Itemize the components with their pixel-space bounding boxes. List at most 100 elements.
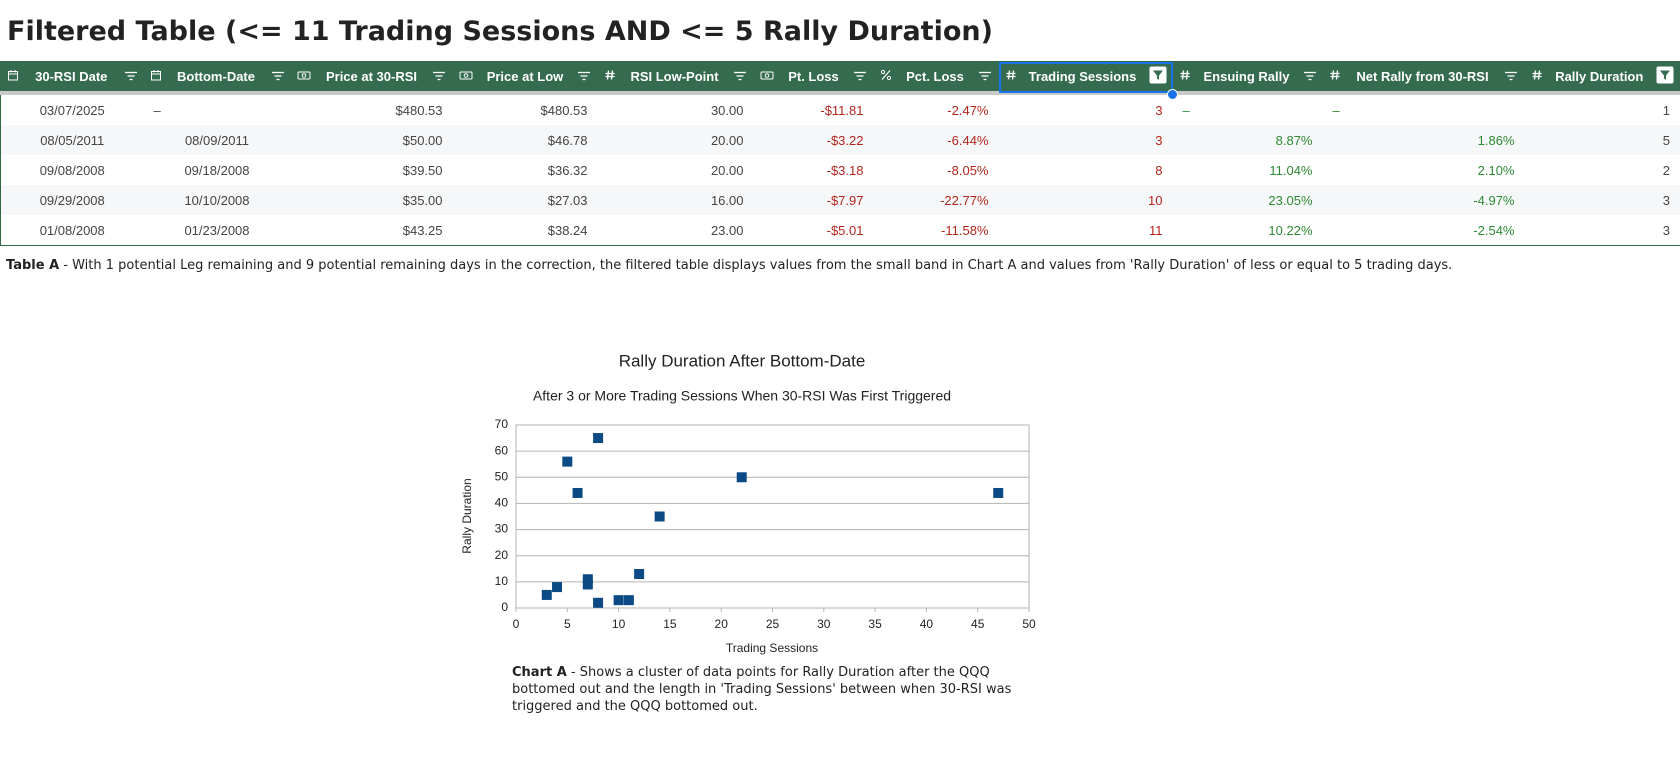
- table-cell: $50.00: [290, 125, 453, 155]
- column-header: Rally Duration: [1524, 61, 1680, 95]
- scatter-point: [993, 487, 1004, 498]
- header-content: Rally Duration: [1531, 66, 1675, 87]
- column-header: Net Rally from 30-RSI: [1322, 61, 1525, 95]
- header-row: 30-RSI Date Bottom-Date Price at 30-RSI Pri…: [0, 61, 1680, 100]
- column-type-icon: [297, 69, 311, 84]
- x-axis-label: Trading Sessions: [726, 641, 818, 655]
- filter-active-button[interactable]: [1149, 66, 1167, 87]
- x-tick-label: 0: [513, 617, 520, 631]
- scatter-point: [623, 595, 634, 606]
- table-row: 09/29/2008 10/10/2008 $35.00 $27.03 16.00 -$7…: [0, 185, 1680, 215]
- filter-button[interactable]: [124, 69, 138, 84]
- column-label: RSI Low-Point: [630, 69, 719, 84]
- table-cell: -6.44%: [873, 125, 999, 155]
- chart-title: Rally Duration After Bottom-Date: [619, 351, 866, 370]
- filter-button[interactable]: [1303, 69, 1317, 84]
- table-cell: $36.32: [547, 162, 588, 178]
- column-header: RSI Low-Point: [597, 61, 754, 95]
- column-type-icon: [1531, 69, 1543, 84]
- column-header: Trading Sessions: [998, 61, 1178, 100]
- table-row: 08/05/2011 08/09/2011 $50.00 $46.78 20.00 -$3…: [0, 125, 1680, 155]
- column-type-icon: [760, 69, 774, 84]
- scatter-point: [593, 597, 604, 608]
- x-tick-label: 45: [971, 617, 985, 631]
- x-tick-label: 15: [663, 617, 677, 631]
- table-cell: 09/08/2008: [39, 162, 105, 178]
- column-type-icon: [880, 69, 892, 84]
- table-cell: -$3.18: [826, 162, 864, 178]
- column-header: Price at Low: [452, 61, 598, 95]
- table-cell: 01/23/2008: [184, 222, 250, 238]
- header-content: Trading Sessions: [1005, 66, 1167, 87]
- column-type-icon: [604, 69, 616, 84]
- table-cell: 08/05/2011: [0, 125, 144, 155]
- table-cell: 23.00: [710, 222, 744, 238]
- header-content: 30-RSI Date: [7, 69, 138, 84]
- header-content: Net Rally from 30-RSI: [1329, 69, 1519, 84]
- scatter-point: [552, 582, 563, 593]
- header-content: RSI Low-Point: [604, 69, 748, 84]
- table-cell: –: [1332, 102, 1340, 118]
- table-cell: 11.04%: [1269, 162, 1313, 178]
- filter-active-button[interactable]: [1656, 66, 1674, 87]
- table-cell: $35.00: [290, 185, 453, 215]
- filter-button[interactable]: [733, 69, 747, 84]
- table-cell: -$3.22: [753, 125, 874, 155]
- table-cell: 20.00: [710, 162, 744, 178]
- table-cell: 2.10%: [1477, 162, 1515, 178]
- x-tick-label: 5: [564, 617, 571, 631]
- table-cell: 09/18/2008: [184, 162, 250, 178]
- x-tick-label: 50: [1022, 617, 1036, 631]
- page-title: Filtered Table (<= 11 Trading Sessions A…: [7, 16, 993, 47]
- scatter-point: [593, 433, 604, 444]
- table-cell: -8.05%: [947, 162, 989, 178]
- table-cell: -$5.01: [826, 222, 864, 238]
- y-axis-label: Rally Duration: [460, 478, 474, 553]
- table-cell: 3: [998, 125, 1173, 155]
- table-cell: $480.53: [540, 102, 588, 118]
- table-cell: 2: [1662, 162, 1670, 178]
- column-header: Pct. Loss: [873, 61, 999, 95]
- column-type-icon: [1005, 69, 1017, 84]
- column-label: Trading Sessions: [1028, 69, 1137, 84]
- filter-button[interactable]: [853, 69, 867, 84]
- scatter-point: [654, 511, 665, 522]
- table-cell: 1.86%: [1322, 125, 1525, 155]
- filter-button[interactable]: [978, 69, 992, 84]
- y-tick-label: 20: [495, 548, 509, 562]
- scatter-point: [613, 595, 624, 606]
- table-cell: 3: [1662, 222, 1670, 238]
- table-cell: $38.24: [547, 222, 588, 238]
- filter-button[interactable]: [1504, 69, 1518, 84]
- selection-handle: [1166, 89, 1178, 100]
- table-cell: 08/09/2011: [143, 125, 291, 155]
- table-caption: Table A - With 1 potential Leg remaining…: [6, 257, 1452, 274]
- x-tick-label: 20: [715, 617, 729, 631]
- scatter-point: [582, 574, 593, 585]
- header-content: Bottom-Date: [150, 69, 285, 84]
- filter-button[interactable]: [432, 69, 446, 84]
- column-label: Pt. Loss: [788, 69, 839, 84]
- column-label: Pct. Loss: [906, 69, 964, 84]
- filter-button[interactable]: [271, 69, 285, 84]
- table-cell: -4.97%: [1322, 185, 1525, 215]
- table-cell: 5: [1524, 125, 1680, 155]
- table-body: 03/07/2025 – $480.53 $480.53 30.00 -$11.81 -2.…: [0, 93, 1680, 246]
- column-type-icon: [1179, 69, 1191, 84]
- table-cell: 30.00: [710, 102, 744, 118]
- y-tick-label: 50: [495, 469, 509, 483]
- table-cell: 09/29/2008: [0, 185, 144, 215]
- table-cell: $46.78: [452, 125, 598, 155]
- x-tick-label: 35: [868, 617, 882, 631]
- table-cell: -2.54%: [1473, 222, 1515, 238]
- chart-subtitle: After 3 or More Trading Sessions When 30…: [533, 388, 951, 404]
- column-type-icon: [150, 69, 162, 84]
- table-cell: -2.47%: [947, 102, 989, 118]
- table-cell: 16.00: [597, 185, 754, 215]
- header-content: Pt. Loss: [760, 69, 868, 84]
- table-cell: 3: [1155, 102, 1163, 118]
- chart-caption: Chart A - Shows a cluster of data points…: [512, 664, 1017, 715]
- filter-button[interactable]: [577, 69, 591, 84]
- scatter-point: [572, 487, 583, 498]
